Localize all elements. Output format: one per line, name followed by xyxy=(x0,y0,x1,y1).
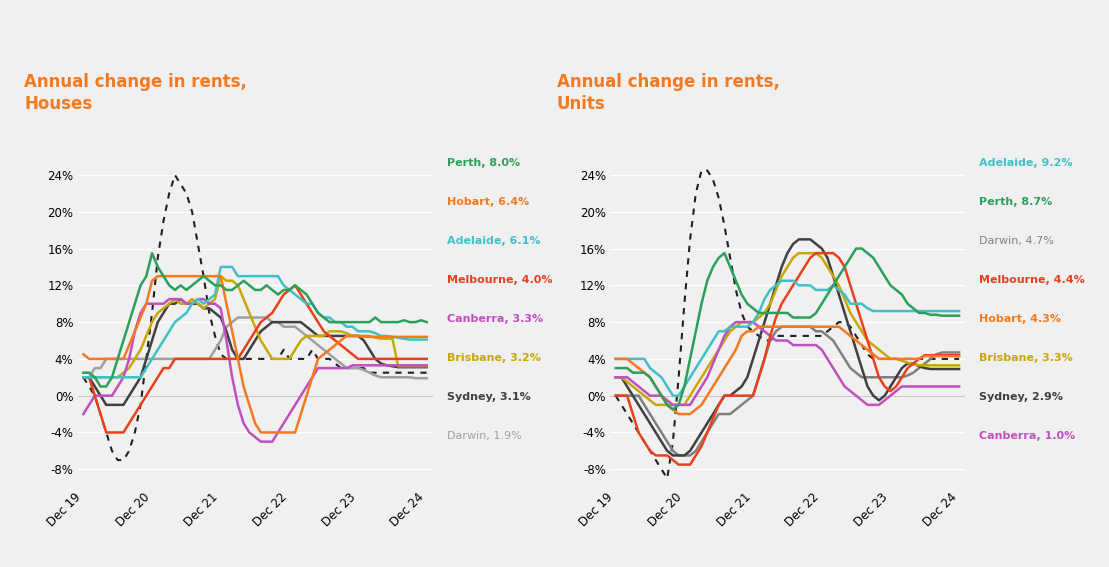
Text: Adelaide, 6.1%: Adelaide, 6.1% xyxy=(447,236,540,246)
Text: Canberra, 1.0%: Canberra, 1.0% xyxy=(979,431,1076,442)
Text: Canberra, 3.3%: Canberra, 3.3% xyxy=(447,314,542,324)
Text: Perth, 8.7%: Perth, 8.7% xyxy=(979,197,1052,207)
Text: Perth, 8.0%: Perth, 8.0% xyxy=(447,158,520,168)
Text: Hobart, 4.3%: Hobart, 4.3% xyxy=(979,314,1061,324)
Text: Melbourne, 4.0%: Melbourne, 4.0% xyxy=(447,275,552,285)
Text: Hobart, 6.4%: Hobart, 6.4% xyxy=(447,197,529,207)
Text: Sydney, 2.9%: Sydney, 2.9% xyxy=(979,392,1064,403)
Text: Sydney, 3.1%: Sydney, 3.1% xyxy=(447,392,530,403)
Text: Darwin, 4.7%: Darwin, 4.7% xyxy=(979,236,1054,246)
Text: Brisbane, 3.2%: Brisbane, 3.2% xyxy=(447,353,540,363)
Text: Annual change in rents,
Houses: Annual change in rents, Houses xyxy=(24,73,247,113)
Text: Annual change in rents,
Units: Annual change in rents, Units xyxy=(557,73,780,113)
Text: Brisbane, 3.3%: Brisbane, 3.3% xyxy=(979,353,1072,363)
Text: Darwin, 1.9%: Darwin, 1.9% xyxy=(447,431,521,442)
Text: Adelaide, 9.2%: Adelaide, 9.2% xyxy=(979,158,1072,168)
Text: Melbourne, 4.4%: Melbourne, 4.4% xyxy=(979,275,1085,285)
